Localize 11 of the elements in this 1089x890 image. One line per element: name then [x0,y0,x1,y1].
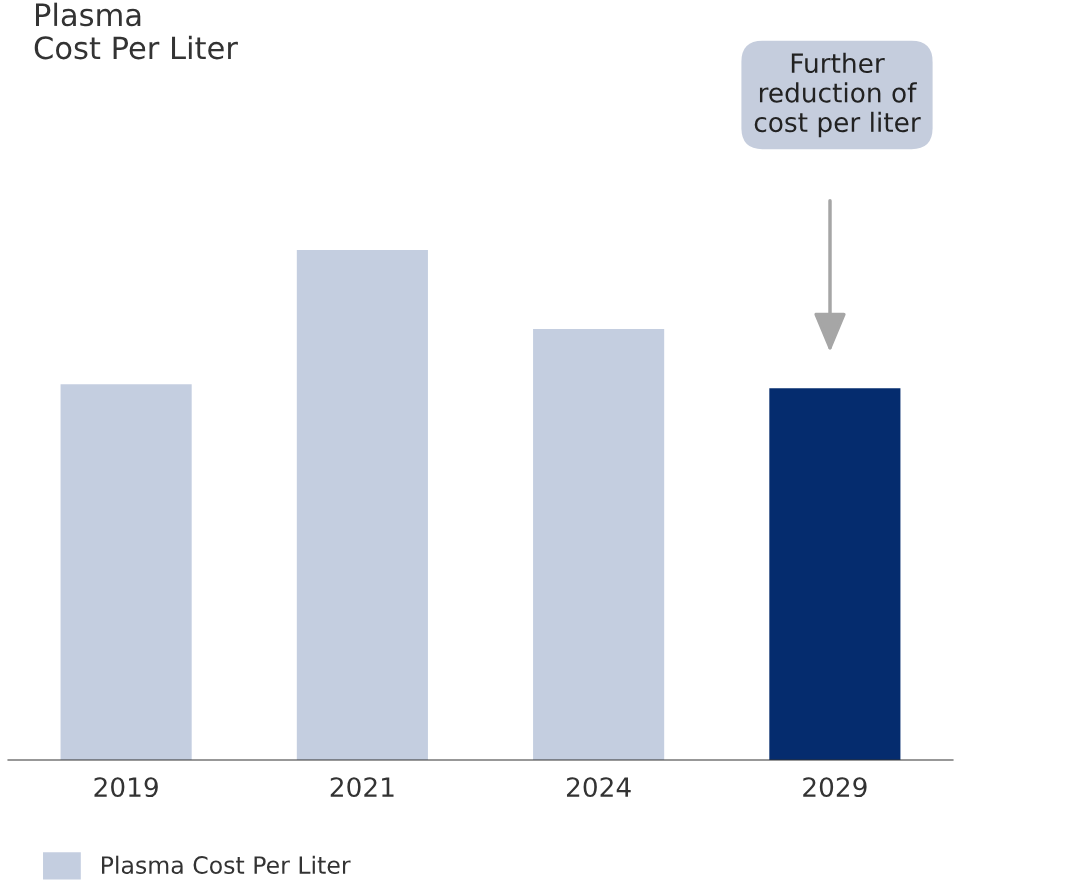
chart-title: Plasma Cost Per Liter [34,2,238,60]
legend-label: Plasma Cost Per Liter [102,855,351,874]
x-tick-label: 2021 [330,777,394,798]
bar [533,329,665,760]
bar [60,384,192,760]
x-tick-label: 2024 [566,777,631,798]
text: Further reduction of cost per liter [754,52,921,138]
x-tick-label: 2019 [94,777,158,798]
bar [296,250,428,760]
x-tick-label: 2029 [803,777,867,798]
bar [769,388,901,760]
